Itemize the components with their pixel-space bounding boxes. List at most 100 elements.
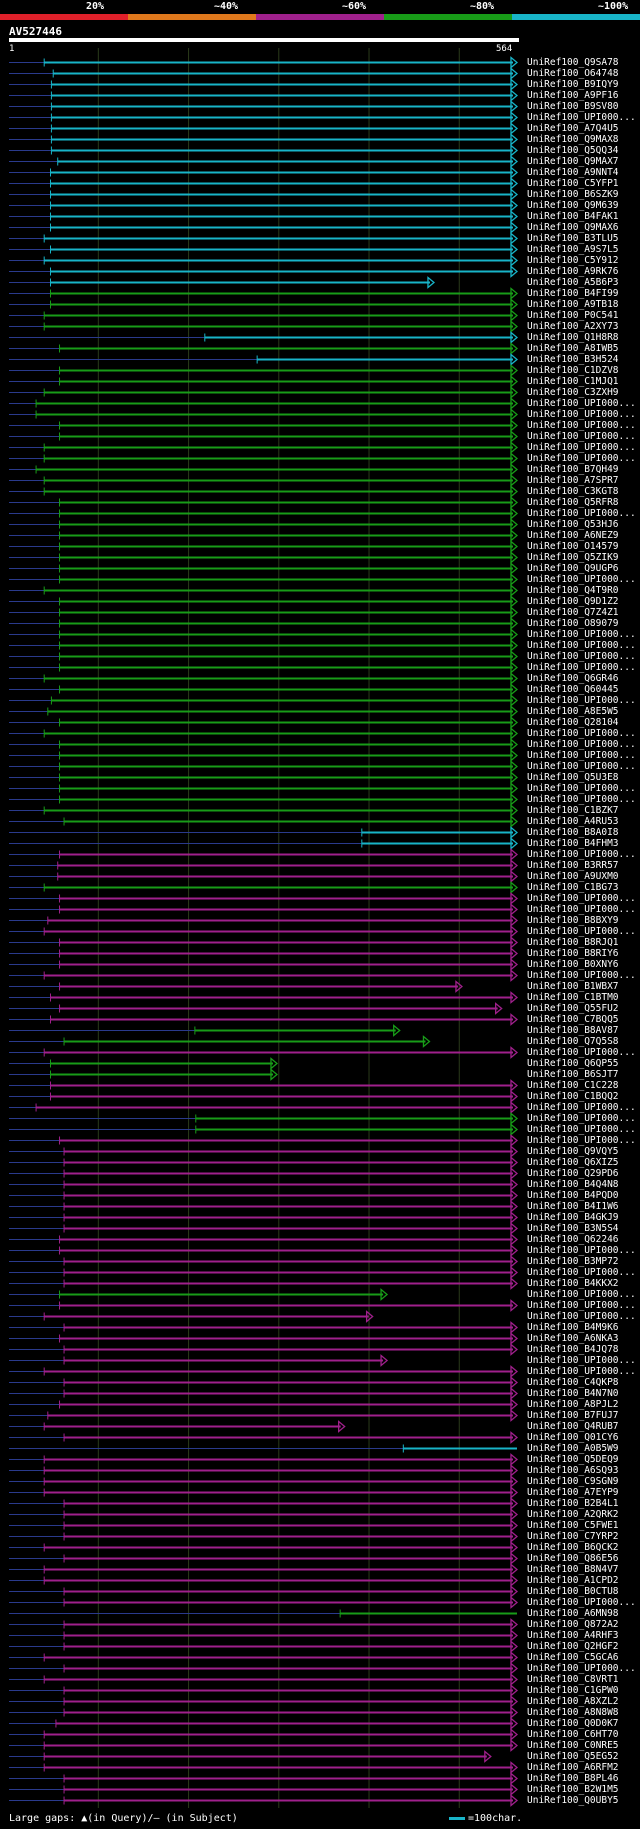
hit-label[interactable]: UniRef100_A6NEZ9 (527, 530, 619, 541)
hit-label[interactable]: UniRef100_A9TB18 (527, 299, 619, 310)
hit-label[interactable]: UniRef100_Q4RUB7 (527, 1421, 619, 1432)
hit-label[interactable]: UniRef100_Q5U3E8 (527, 772, 619, 783)
hit-label[interactable]: UniRef100_B4I1W6 (527, 1201, 619, 1212)
hit-label[interactable]: UniRef100_UPI000... (527, 1135, 636, 1146)
hit-label[interactable]: UniRef100_B4FAK1 (527, 211, 619, 222)
hit-label[interactable]: UniRef100_C5Y912 (527, 255, 619, 266)
hit-label[interactable]: UniRef100_C7YRP2 (527, 1531, 619, 1542)
hit-label[interactable]: UniRef100_Q9UGP6 (527, 563, 619, 574)
hit-label[interactable]: UniRef100_A9PF16 (527, 90, 619, 101)
hit-label[interactable]: UniRef100_C1BQQ2 (527, 1091, 619, 1102)
hit-label[interactable]: UniRef100_B8A0I8 (527, 827, 619, 838)
hit-label[interactable]: UniRef100_UPI000... (527, 783, 636, 794)
hit-label[interactable]: UniRef100_B4JQ78 (527, 1344, 619, 1355)
hit-label[interactable]: UniRef100_Q5QQ34 (527, 145, 619, 156)
hit-label[interactable]: UniRef100_B7QH49 (527, 464, 619, 475)
hit-label[interactable]: UniRef100_O14579 (527, 541, 619, 552)
hit-label[interactable]: UniRef100_Q5RFR8 (527, 497, 619, 508)
hit-label[interactable]: UniRef100_B4M9K6 (527, 1322, 619, 1333)
hit-label[interactable]: UniRef100_UPI000... (527, 420, 636, 431)
hit-label[interactable]: UniRef100_B0XNY6 (527, 959, 619, 970)
hit-label[interactable]: UniRef100_UPI000... (527, 1597, 636, 1608)
hit-label[interactable]: UniRef100_Q1H8R8 (527, 332, 619, 343)
hit-label[interactable]: UniRef100_A9RK76 (527, 266, 619, 277)
hit-label[interactable]: UniRef100_B4N7N0 (527, 1388, 619, 1399)
hit-label[interactable]: UniRef100_B4FHM3 (527, 838, 619, 849)
hit-label[interactable]: UniRef100_UPI000... (527, 574, 636, 585)
hit-label[interactable]: UniRef100_Q5EG52 (527, 1751, 619, 1762)
hit-label[interactable]: UniRef100_UPI000... (527, 695, 636, 706)
hit-label[interactable]: UniRef100_Q9MAX8 (527, 134, 619, 145)
hit-label[interactable]: UniRef100_Q86E56 (527, 1553, 619, 1564)
hit-label[interactable]: UniRef100_UPI000... (527, 1355, 636, 1366)
hit-label[interactable]: UniRef100_A0B5W9 (527, 1443, 619, 1454)
hit-label[interactable]: UniRef100_Q4T9R0 (527, 585, 619, 596)
hit-label[interactable]: UniRef100_A8PJL2 (527, 1399, 619, 1410)
hit-label[interactable]: UniRef100_B9IQY9 (527, 79, 619, 90)
hit-label[interactable]: UniRef100_P0C541 (527, 310, 619, 321)
hit-label[interactable]: UniRef100_UPI000... (527, 651, 636, 662)
hit-label[interactable]: UniRef100_B4Q4N8 (527, 1179, 619, 1190)
hit-label[interactable]: UniRef100_C3ZXH9 (527, 387, 619, 398)
hit-label[interactable]: UniRef100_B6SZK9 (527, 189, 619, 200)
hit-label[interactable]: UniRef100_C5FWE1 (527, 1520, 619, 1531)
hit-label[interactable]: UniRef100_B8AV87 (527, 1025, 619, 1036)
hit-label[interactable]: UniRef100_UPI000... (527, 112, 636, 123)
hit-label[interactable]: UniRef100_A1CPD2 (527, 1575, 619, 1586)
hit-label[interactable]: UniRef100_UPI000... (527, 1245, 636, 1256)
hit-label[interactable]: UniRef100_B4KKX2 (527, 1278, 619, 1289)
hit-label[interactable]: UniRef100_A8IWB5 (527, 343, 619, 354)
hit-label[interactable]: UniRef100_Q7Q5S8 (527, 1036, 619, 1047)
hit-label[interactable]: UniRef100_A9S7L5 (527, 244, 619, 255)
hit-label[interactable]: UniRef100_Q0UBY5 (527, 1795, 619, 1806)
hit-label[interactable]: UniRef100_Q7Z4Z1 (527, 607, 619, 618)
hit-label[interactable]: UniRef100_B3H524 (527, 354, 619, 365)
hit-label[interactable]: UniRef100_A2XY73 (527, 321, 619, 332)
hit-label[interactable]: UniRef100_Q29PD6 (527, 1168, 619, 1179)
hit-label[interactable]: UniRef100_C1BZK7 (527, 805, 619, 816)
hit-label[interactable]: UniRef100_B7FUJ7 (527, 1410, 619, 1421)
hit-label[interactable]: UniRef100_UPI000... (527, 794, 636, 805)
hit-label[interactable]: UniRef100_A9UXM0 (527, 871, 619, 882)
hit-label[interactable]: UniRef100_UPI000... (527, 1300, 636, 1311)
hit-label[interactable]: UniRef100_Q9MAX7 (527, 156, 619, 167)
hit-label[interactable]: UniRef100_C1BTM0 (527, 992, 619, 1003)
hit-label[interactable]: UniRef100_B1WBX7 (527, 981, 619, 992)
hit-label[interactable]: UniRef100_Q9D1Z2 (527, 596, 619, 607)
hit-label[interactable]: UniRef100_Q55FU2 (527, 1003, 619, 1014)
hit-label[interactable]: UniRef100_UPI000... (527, 970, 636, 981)
hit-label[interactable]: UniRef100_C1C228 (527, 1080, 619, 1091)
hit-label[interactable]: UniRef100_UPI000... (527, 1124, 636, 1135)
hit-label[interactable]: UniRef100_UPI000... (527, 893, 636, 904)
hit-label[interactable]: UniRef100_A5B6P3 (527, 277, 619, 288)
hit-label[interactable]: UniRef100_B4GKJ9 (527, 1212, 619, 1223)
hit-label[interactable]: UniRef100_UPI000... (527, 904, 636, 915)
hit-label[interactable]: UniRef100_Q6GR46 (527, 673, 619, 684)
hit-label[interactable]: UniRef100_A7EYP9 (527, 1487, 619, 1498)
hit-label[interactable]: UniRef100_C6HT70 (527, 1729, 619, 1740)
hit-label[interactable]: UniRef100_UPI000... (527, 1289, 636, 1300)
hit-label[interactable]: UniRef100_UPI000... (527, 750, 636, 761)
hit-label[interactable]: UniRef100_B4FI99 (527, 288, 619, 299)
hit-label[interactable]: UniRef100_A6SQ93 (527, 1465, 619, 1476)
hit-label[interactable]: UniRef100_C5YFP1 (527, 178, 619, 189)
hit-label[interactable]: UniRef100_Q01CY6 (527, 1432, 619, 1443)
hit-label[interactable]: UniRef100_Q9M639 (527, 200, 619, 211)
hit-label[interactable]: UniRef100_A9NNT4 (527, 167, 619, 178)
hit-label[interactable]: UniRef100_B2B4L1 (527, 1498, 619, 1509)
hit-label[interactable]: UniRef100_A4RHF3 (527, 1630, 619, 1641)
hit-label[interactable]: UniRef100_C7BQQ5 (527, 1014, 619, 1025)
hit-label[interactable]: UniRef100_UPI000... (527, 640, 636, 651)
hit-label[interactable]: UniRef100_B6QCK2 (527, 1542, 619, 1553)
hit-label[interactable]: UniRef100_UPI000... (527, 508, 636, 519)
hit-label[interactable]: UniRef100_A2QRK2 (527, 1509, 619, 1520)
hit-label[interactable]: UniRef100_A4RU53 (527, 816, 619, 827)
hit-label[interactable]: UniRef100_UPI000... (527, 398, 636, 409)
hit-label[interactable]: UniRef100_O89079 (527, 618, 619, 629)
hit-label[interactable]: UniRef100_Q872A2 (527, 1619, 619, 1630)
hit-label[interactable]: UniRef100_UPI000... (527, 1366, 636, 1377)
hit-label[interactable]: UniRef100_A7SPR7 (527, 475, 619, 486)
hit-label[interactable]: UniRef100_A8E5W5 (527, 706, 619, 717)
hit-label[interactable]: UniRef100_B8RIY6 (527, 948, 619, 959)
hit-label[interactable]: UniRef100_UPI000... (527, 409, 636, 420)
